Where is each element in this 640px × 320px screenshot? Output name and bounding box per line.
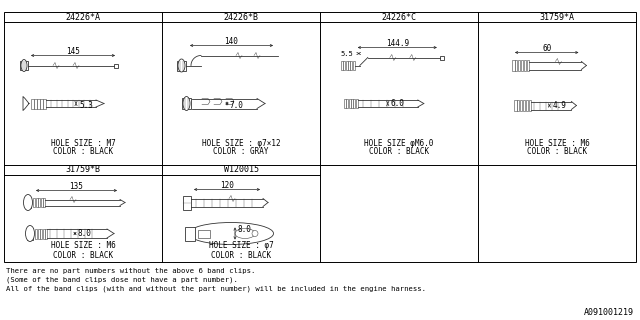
Bar [353, 61, 355, 70]
Text: 144.9: 144.9 [386, 39, 409, 48]
Bar [440, 55, 444, 60]
Bar [183, 196, 191, 210]
Ellipse shape [189, 222, 273, 244]
Bar [517, 100, 520, 111]
Text: 60: 60 [542, 44, 551, 53]
Bar [45, 228, 47, 238]
Text: HOLE SIZE : M7: HOLE SIZE : M7 [51, 139, 115, 148]
Text: COLOR : BLACK: COLOR : BLACK [211, 251, 271, 260]
Text: A091001219: A091001219 [584, 308, 634, 317]
Bar [40, 99, 42, 108]
Text: 24226*A: 24226*A [65, 12, 100, 21]
Text: 6.0: 6.0 [391, 99, 404, 108]
Text: 24226*C: 24226*C [381, 12, 417, 21]
Text: HOLE SIZE : φ7: HOLE SIZE : φ7 [209, 242, 273, 251]
Text: 7.0: 7.0 [230, 101, 244, 110]
Bar [114, 63, 118, 68]
Bar [27, 228, 33, 239]
Bar [42, 228, 45, 238]
Bar [34, 99, 36, 108]
Bar [518, 60, 520, 71]
Bar [346, 99, 348, 108]
Text: (Some of the band clips dose not have a part number).: (Some of the band clips dose not have a … [6, 277, 238, 283]
Bar [40, 198, 42, 207]
Bar [351, 99, 353, 108]
Bar [177, 60, 186, 70]
Ellipse shape [21, 60, 27, 71]
Bar [346, 61, 348, 70]
Text: 135: 135 [70, 182, 83, 191]
Bar [348, 61, 350, 70]
Text: 4.9: 4.9 [552, 101, 566, 110]
Bar [520, 100, 522, 111]
Text: COLOR : BLACK: COLOR : BLACK [53, 148, 113, 156]
Bar [512, 60, 515, 71]
Bar [521, 60, 524, 71]
Bar [25, 197, 31, 207]
Text: W120015: W120015 [223, 165, 259, 174]
Bar [38, 228, 40, 238]
Bar [20, 61, 28, 70]
Bar [4, 12, 636, 262]
Ellipse shape [252, 230, 258, 236]
Text: COLOR : BLACK: COLOR : BLACK [527, 148, 587, 156]
Text: 145: 145 [66, 47, 80, 56]
Bar [35, 228, 37, 238]
Bar [343, 61, 346, 70]
Bar [35, 198, 38, 207]
Bar [349, 99, 351, 108]
Text: All of the band clips (with and without the part number) will be included in the: All of the band clips (with and without … [6, 286, 426, 292]
Text: 5.5: 5.5 [340, 51, 353, 57]
Text: 120: 120 [220, 181, 234, 190]
Bar [341, 61, 343, 70]
Text: 8.0: 8.0 [238, 225, 252, 234]
Bar [198, 229, 210, 237]
Text: 5.3: 5.3 [79, 101, 93, 110]
Bar [514, 100, 516, 111]
Text: 31759*B: 31759*B [65, 165, 100, 174]
Bar [37, 99, 40, 108]
Bar [350, 61, 352, 70]
Bar [40, 228, 42, 238]
Text: COLOR : GRAY: COLOR : GRAY [213, 148, 269, 156]
Text: COLOR : BLACK: COLOR : BLACK [369, 148, 429, 156]
Text: 24226*B: 24226*B [223, 12, 259, 21]
Text: 8.0: 8.0 [78, 229, 92, 238]
Text: HOLE SIZE : M6: HOLE SIZE : M6 [525, 139, 589, 148]
Ellipse shape [235, 228, 255, 238]
Text: 31759*A: 31759*A [540, 12, 575, 21]
Bar [524, 60, 526, 71]
Bar [515, 60, 517, 71]
Ellipse shape [24, 195, 33, 211]
Bar [185, 227, 195, 241]
Text: HOLE SIZE φM6.0: HOLE SIZE φM6.0 [364, 139, 434, 148]
Bar [355, 99, 358, 108]
Bar [525, 100, 528, 111]
Text: 140: 140 [225, 37, 239, 46]
Text: HOLE SIZE : φ7×12: HOLE SIZE : φ7×12 [202, 139, 280, 148]
Ellipse shape [178, 59, 185, 72]
Bar [43, 198, 45, 207]
Ellipse shape [26, 226, 35, 242]
Bar [523, 100, 525, 111]
Bar [33, 198, 35, 207]
Bar [182, 98, 191, 109]
Bar [527, 60, 529, 71]
Text: HOLE SIZE : M6: HOLE SIZE : M6 [51, 242, 115, 251]
Bar [31, 99, 33, 108]
Bar [38, 198, 40, 207]
Ellipse shape [183, 97, 190, 110]
Bar [43, 99, 45, 108]
Text: COLOR : BLACK: COLOR : BLACK [53, 251, 113, 260]
Text: There are no part numbers without the above 6 band clips.: There are no part numbers without the ab… [6, 268, 255, 274]
Bar [529, 100, 531, 111]
Bar [353, 99, 355, 108]
Bar [344, 99, 346, 108]
